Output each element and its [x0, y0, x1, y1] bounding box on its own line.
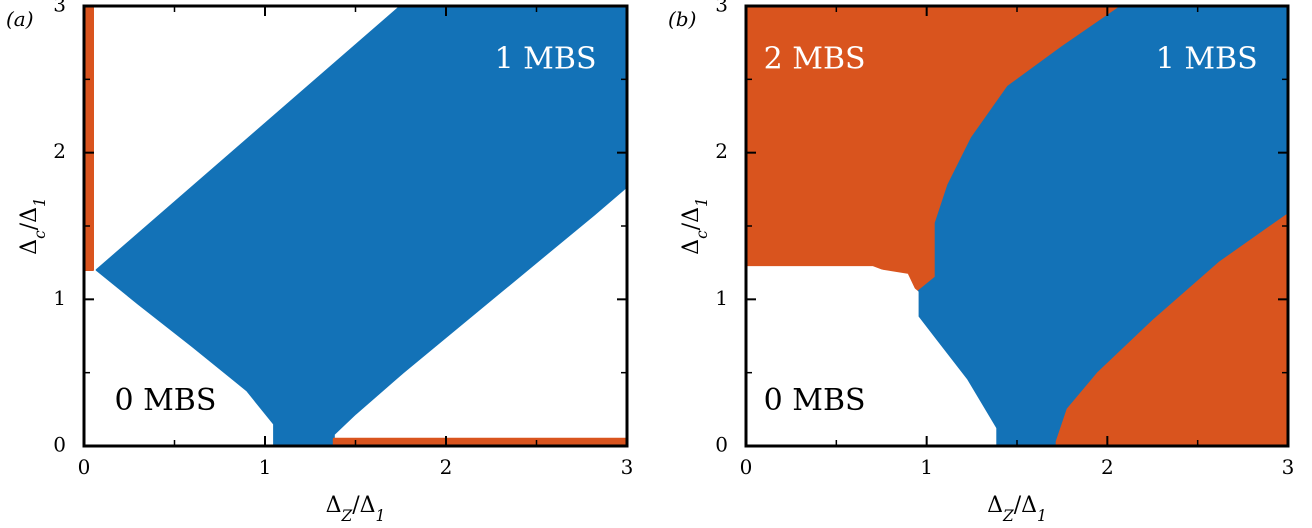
y-tick-label: 0 — [715, 433, 728, 457]
x-tick-label: 0 — [78, 455, 91, 479]
x-tick-label: 2 — [1101, 455, 1114, 479]
y-tick-label: 3 — [715, 0, 728, 17]
panel-label: (a) — [6, 7, 34, 31]
phase-region-orange-3 — [332, 437, 627, 446]
y-axis-label: Δc/Δ1 — [17, 197, 49, 255]
panel-label: (b) — [668, 7, 696, 31]
region-label-0-mbs: 0 MBS — [764, 383, 866, 418]
y-tick-label: 3 — [53, 0, 66, 17]
y-tick-label: 2 — [715, 139, 728, 163]
region-label-1-mbs: 1 MBS — [495, 41, 597, 76]
panel-b: 2 MBS 1 MBS 0 MBS 0 1 2 3 0 1 2 3 ΔZ/Δ1 Δc/Δ1 (b) — [668, 0, 1295, 525]
panel-a: 0 MBS 1 MBS 0 1 2 3 0 1 2 3 ΔZ/Δ1 Δc/Δ1 (a) — [6, 0, 634, 525]
x-tick-label: 1 — [920, 455, 933, 479]
plot-area — [84, 6, 627, 446]
phase-region-0-mbs — [746, 266, 997, 446]
x-tick-label: 3 — [621, 455, 634, 479]
y-tick-label: 0 — [53, 433, 66, 457]
x-tick-label: 0 — [740, 455, 753, 479]
y-axis-label: Δc/Δ1 — [679, 197, 711, 255]
region-label-1-mbs: 1 MBS — [1156, 41, 1258, 76]
y-tick-label: 1 — [53, 286, 66, 310]
x-tick-label: 1 — [259, 455, 272, 479]
region-label-0-mbs: 0 MBS — [114, 383, 216, 418]
phase-region-orange-2 — [1055, 213, 1288, 446]
x-axis-label: ΔZ/Δ1 — [326, 493, 386, 523]
region-label-2-mbs: 2 MBS — [764, 41, 866, 76]
phase-region-1-mbs — [95, 6, 627, 446]
x-tick-label: 2 — [440, 455, 453, 479]
phase-region-orange-2 — [84, 6, 94, 271]
plot-area — [746, 6, 1288, 446]
y-tick-label: 1 — [715, 286, 728, 310]
x-tick-label: 3 — [1282, 455, 1295, 479]
y-tick-label: 2 — [53, 139, 66, 163]
x-axis-label: ΔZ/Δ1 — [987, 493, 1047, 523]
